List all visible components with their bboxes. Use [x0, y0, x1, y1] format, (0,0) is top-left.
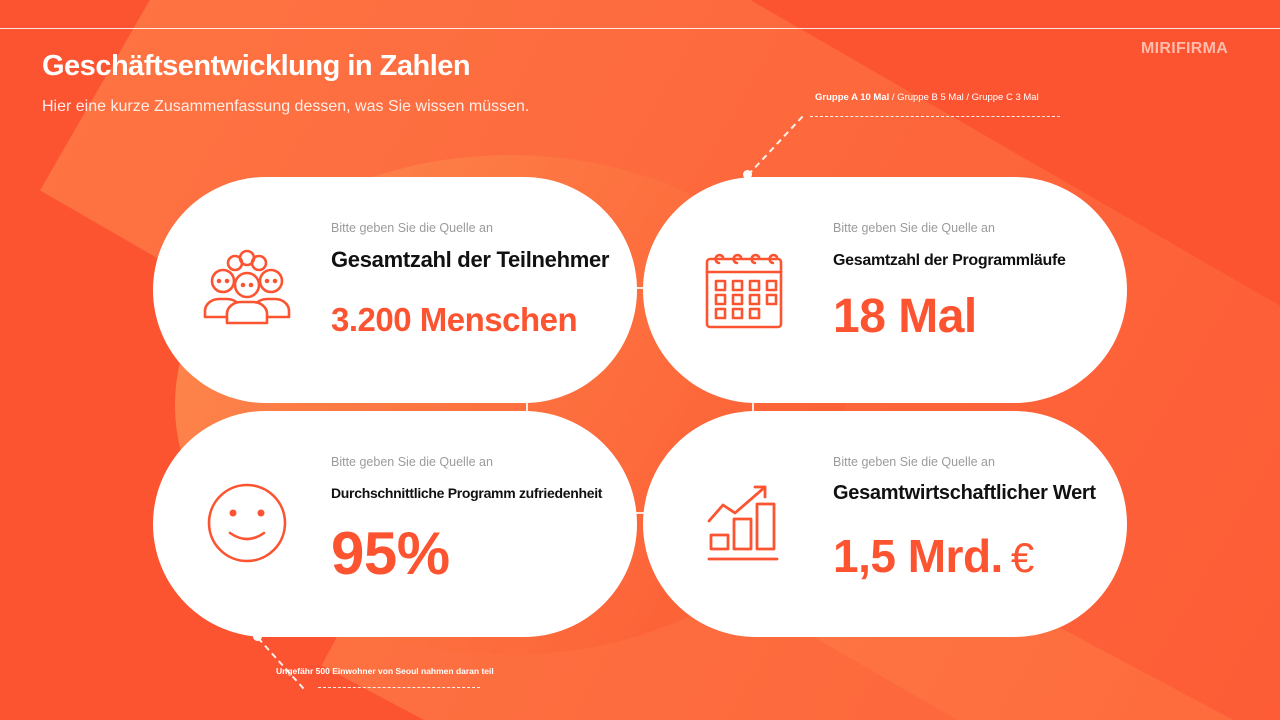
page-subtitle: Hier eine kurze Zusammenfassung dessen, … — [42, 98, 530, 115]
page-title: Geschäftsentwicklung in Zahlen — [42, 50, 471, 82]
annotation-anchor-dot — [743, 170, 752, 179]
smiley-face-icon — [205, 481, 289, 565]
stat-label: Gesamtzahl der Programmläufe — [833, 252, 1066, 269]
stat-card-program-runs: Bitte geben Sie die Quelle an Gesamtzahl… — [643, 177, 1127, 403]
annotation-anchor-dot — [253, 632, 262, 641]
stat-card-economic-value: Bitte geben Sie die Quelle an Gesamtwirt… — [643, 411, 1127, 637]
annotation-top-bold: Gruppe A 10 Mal — [815, 92, 890, 103]
annotation-leader-line — [810, 116, 1060, 117]
source-note: Bitte geben Sie die Quelle an — [833, 221, 995, 235]
stat-card-satisfaction: Bitte geben Sie die Quelle an Durchschni… — [153, 411, 637, 637]
stat-value: 95% — [331, 520, 450, 587]
source-note: Bitte geben Sie die Quelle an — [331, 455, 493, 469]
source-note: Bitte geben Sie die Quelle an — [833, 455, 995, 469]
connector-line — [635, 287, 647, 289]
annotation-top-rest: / Gruppe B 5 Mal / Gruppe C 3 Mal — [889, 92, 1039, 103]
connector-line — [526, 400, 528, 414]
stat-value: 1,5 Mrd. € — [833, 529, 1034, 583]
source-note: Bitte geben Sie die Quelle an — [331, 221, 493, 235]
top-divider — [0, 28, 1280, 29]
stat-label: Gesamtzahl der Teilnehmer — [331, 247, 610, 272]
euro-symbol: € — [1010, 534, 1034, 581]
stat-label: Gesamtwirtschaftlicher Wert — [833, 482, 1096, 504]
annotation-leader-line — [318, 687, 480, 688]
calendar-icon — [701, 249, 787, 331]
stat-value: 18 Mal — [833, 290, 977, 343]
brand-logo: MIRIFIRMA — [1141, 40, 1229, 57]
stat-card-participants: Bitte geben Sie die Quelle an Gesamtzahl… — [153, 177, 637, 403]
annotation-top: Gruppe A 10 Mal / Gruppe B 5 Mal / Grupp… — [815, 92, 1039, 103]
connector-line — [752, 400, 754, 414]
growth-chart-icon — [705, 481, 781, 563]
stat-value: 3.200 Menschen — [331, 301, 578, 338]
annotation-bottom: Ungefähr 500 Einwohner von Seoul nahmen … — [276, 666, 494, 676]
people-group-icon — [197, 247, 297, 337]
stat-value-number: 1,5 Mrd. — [833, 530, 1003, 582]
connector-line — [635, 512, 647, 514]
stat-label: Durchschnittliche Programm zufriedenheit — [331, 485, 603, 501]
